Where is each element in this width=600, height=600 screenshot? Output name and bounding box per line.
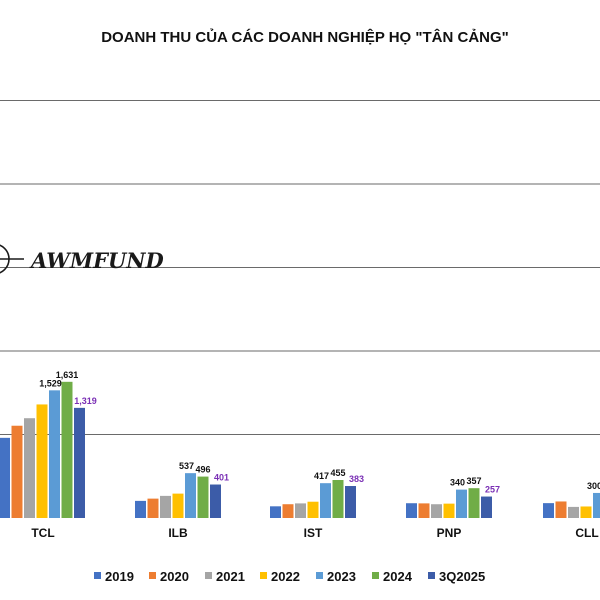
- data-label: 257: [485, 485, 500, 495]
- bar-pnp-3q2025: [481, 496, 492, 518]
- legend-swatch: [94, 572, 101, 579]
- bar-ist-2020: [282, 504, 294, 518]
- bar-tcl-2021: [24, 418, 35, 518]
- watermark-text: AWMFUND: [29, 248, 164, 273]
- bar-pnp-2021: [431, 504, 442, 518]
- data-label: 1,319: [74, 396, 97, 406]
- bar-ilb-2024: [197, 476, 209, 518]
- bar-cll-2023: [593, 492, 600, 518]
- legend-swatch: [149, 572, 156, 579]
- legend-label: 2022: [271, 569, 300, 584]
- bar-pnp-2022: [443, 503, 455, 518]
- bar-cll-2019: [543, 503, 554, 518]
- bars: [0, 381, 600, 518]
- legend-label: 2021: [216, 569, 245, 584]
- data-label: 357: [466, 476, 481, 486]
- category-label: IST: [304, 526, 323, 540]
- category-axis-labels: TCL ILB IST PNP CLL: [31, 526, 598, 540]
- bar-ilb-2021: [160, 495, 171, 518]
- bar-tcl-2024: [61, 381, 73, 518]
- bar-pnp-2024: [468, 488, 480, 518]
- bar-cll-2020: [555, 501, 567, 518]
- bar-tcl-2019: [0, 437, 10, 518]
- data-label: 383: [349, 474, 364, 484]
- data-label: 417: [314, 471, 329, 481]
- category-label: TCL: [31, 526, 54, 540]
- bar-tcl-3q2025: [74, 407, 85, 518]
- legend-swatch: [205, 572, 212, 579]
- bar-ilb-2023: [185, 473, 196, 518]
- legend-label: 2020: [160, 569, 189, 584]
- bar-ist-2023: [320, 483, 331, 518]
- bar-ist-2019: [270, 506, 281, 518]
- bar-pnp-2023: [456, 489, 467, 518]
- bar-ist-3q2025: [345, 486, 356, 518]
- data-label: 300: [587, 481, 600, 491]
- legend: 2019 2020 2021 2022 2023 2024 3Q2025: [94, 569, 485, 584]
- data-label: 537: [179, 461, 194, 471]
- bar-ist-2022: [307, 501, 319, 518]
- category-label: PNP: [437, 526, 462, 540]
- data-label: 1,631: [56, 370, 79, 380]
- watermark: AWMFUND: [0, 244, 164, 274]
- category-label: CLL: [575, 526, 598, 540]
- chart-title: DOANH THU CỦA CÁC DOANH NGHIỆP HỌ "TÂN C…: [101, 28, 509, 46]
- bar-ilb-2022: [172, 493, 184, 518]
- data-label: 340: [450, 478, 465, 488]
- legend-swatch: [316, 572, 323, 579]
- data-label: 1,529: [39, 378, 62, 388]
- bar-ilb-2019: [135, 500, 146, 518]
- data-label: 455: [330, 468, 345, 478]
- bar-tcl-2023: [49, 390, 60, 518]
- bar-ist-2024: [332, 480, 344, 518]
- data-label: 401: [214, 473, 229, 483]
- bar-ilb-3q2025: [210, 484, 221, 518]
- bar-ist-2021: [295, 503, 306, 518]
- legend-label: 2023: [327, 569, 356, 584]
- bar-ilb-2020: [147, 498, 159, 518]
- bar-pnp-2019: [406, 503, 417, 518]
- gridlines: [0, 100, 600, 435]
- bar-cll-2021: [568, 506, 579, 518]
- bar-cll-2022: [580, 506, 592, 518]
- legend-label: 2019: [105, 569, 134, 584]
- bar-tcl-2022: [36, 404, 48, 518]
- bar-tcl-2020: [11, 425, 23, 518]
- data-label: 496: [195, 465, 210, 475]
- legend-swatch: [372, 572, 379, 579]
- category-label: ILB: [168, 526, 188, 540]
- legend-swatch: [428, 572, 435, 579]
- legend-label: 2024: [383, 569, 413, 584]
- bar-pnp-2020: [418, 503, 430, 518]
- legend-swatch: [260, 572, 267, 579]
- legend-label: 3Q2025: [439, 569, 485, 584]
